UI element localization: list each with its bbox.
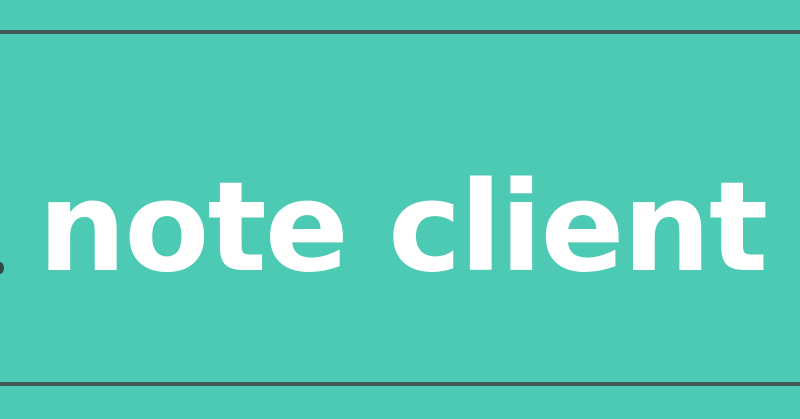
edge-mark [0, 262, 4, 274]
banner-title: note client [38, 156, 768, 300]
top-divider [0, 30, 800, 34]
bottom-divider [0, 382, 800, 386]
